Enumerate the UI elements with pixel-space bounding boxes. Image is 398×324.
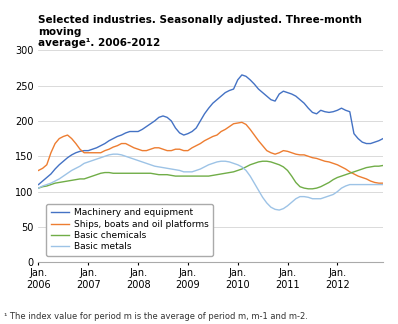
Basic chemicals [302,186,306,190]
Line: Basic metals: Basic metals [39,154,383,210]
Text: Selected industries. Seasonally adjusted. Three-month moving
average¹. 2006-2012: Selected industries. Seasonally adjusted… [39,15,362,48]
Machinery and equipment [57,163,62,167]
Machinery and equipment [190,130,195,133]
Basic metals [194,168,199,172]
Ships, boats and oil platforms [190,146,195,150]
Machinery and equipment [380,137,385,141]
Ships, boats and oil platforms [36,168,41,172]
Line: Machinery and equipment: Machinery and equipment [39,75,383,185]
Ships, boats and oil platforms [240,121,244,124]
Basic chemicals [40,185,45,189]
Basic chemicals [322,183,327,187]
Basic metals [322,195,327,199]
Text: ¹ The index value for period m is the average of period m, m-1 and m-2.: ¹ The index value for period m is the av… [4,312,308,321]
Basic metals [277,208,282,212]
Basic chemicals [380,164,385,168]
Basic metals [111,152,115,156]
Ships, boats and oil platforms [318,158,323,162]
Basic metals [57,177,62,181]
Ships, boats and oil platforms [206,137,211,141]
Ships, boats and oil platforms [377,181,381,185]
Line: Basic chemicals: Basic chemicals [39,161,383,189]
Basic chemicals [206,174,211,178]
Line: Ships, boats and oil platforms: Ships, boats and oil platforms [39,122,383,183]
Machinery and equipment [36,183,41,187]
Machinery and equipment [318,108,323,112]
Machinery and equipment [206,106,211,110]
Ships, boats and oil platforms [57,137,62,141]
Ships, boats and oil platforms [302,153,306,157]
Basic metals [36,186,41,190]
Machinery and equipment [240,73,244,77]
Ships, boats and oil platforms [380,181,385,185]
Legend: Machinery and equipment, Ships, boats and oil platforms, Basic chemicals, Basic : Machinery and equipment, Ships, boats an… [47,204,213,256]
Basic chemicals [57,180,62,184]
Machinery and equipment [302,101,306,105]
Basic metals [40,184,45,188]
Machinery and equipment [40,179,45,183]
Basic metals [306,195,311,199]
Basic metals [380,183,385,187]
Basic chemicals [36,186,41,190]
Basic chemicals [306,187,311,191]
Basic metals [211,161,215,165]
Basic chemicals [190,174,195,178]
Ships, boats and oil platforms [40,166,45,170]
Basic chemicals [260,159,265,163]
